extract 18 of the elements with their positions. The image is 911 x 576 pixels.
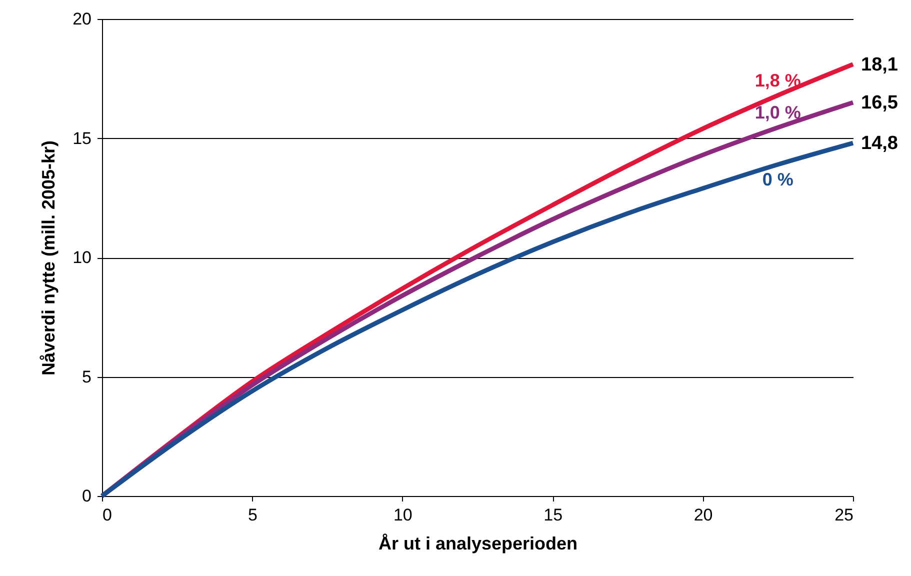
y-tick-label: 10	[72, 248, 92, 267]
data-label: 16,5	[861, 92, 898, 114]
x-tick-label: 0	[102, 506, 112, 524]
y-axis-title: Nåverdi nytte (mill. 2005-kr)	[38, 140, 59, 376]
x-tick-label: 15	[544, 506, 563, 524]
x-tick-label: 20	[694, 506, 713, 524]
series-label: 1,0 %	[754, 102, 801, 123]
x-axis-title: År ut i analyseperioden	[378, 534, 578, 554]
y-tick-label: 15	[72, 128, 92, 148]
y-tick-label: 5	[82, 367, 92, 386]
y-tick-label: 0	[82, 486, 92, 506]
series-label: 0 %	[762, 169, 794, 190]
y-tick-label: 20	[72, 10, 92, 28]
data-label: 14,8	[861, 133, 898, 154]
x-tick-label: 10	[393, 506, 412, 524]
data-label: 18,1	[861, 54, 898, 76]
x-tick-label: 25	[834, 506, 854, 524]
x-tick-label: 5	[248, 506, 258, 524]
